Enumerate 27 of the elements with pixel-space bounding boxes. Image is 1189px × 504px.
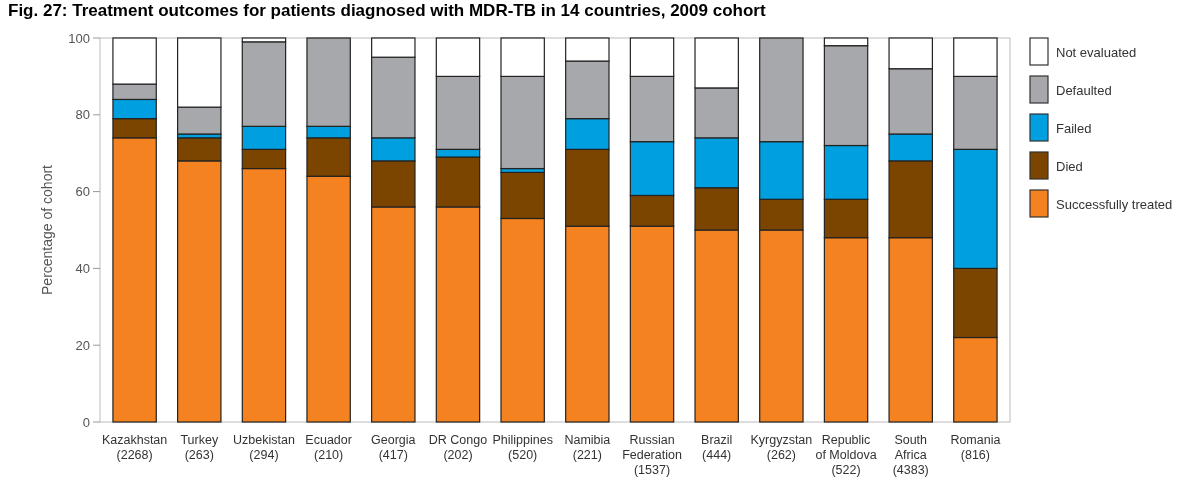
legend-label: Died [1056,158,1083,174]
y-tick-label: 60 [75,184,90,200]
x-tick-label: Georgia (417) [371,433,416,462]
legend-label: Defaulted [1056,82,1112,98]
legend-label: Failed [1056,120,1092,136]
y-tick-label: 80 [75,107,90,123]
y-tick-label: 40 [75,260,90,276]
x-tick-label: Brazil (444) [701,433,733,462]
x-tick-label: Kazakhstan (2268) [101,433,168,462]
y-axis-title: Percentage of cohort [39,164,55,295]
x-tick-label: South Africa (4383) [892,433,929,477]
text: Successfully treated [1056,196,1173,212]
x-tick-label: Turkey (263) [180,433,219,462]
y-tick-label: 20 [75,337,90,353]
x-tick-label: Ecuador (210) [305,433,352,462]
y-tick-label: 100 [68,30,90,46]
x-tick-label: Kyrgyzstan (262) [750,433,813,462]
x-tick-label: Russian Federation (1537) [622,433,682,477]
y-tick-label: 0 [82,414,90,430]
x-tick-label: Namibia (221) [564,433,611,462]
x-tick-label: DR Congo (202) [428,433,488,462]
legend-label: Not evaluated [1056,44,1137,60]
chart-title: Fig. 27: Treatment outcomes for patients diagnosed with MDR-TB in 14 countries, 2009 cohort [8,1,766,20]
x-tick-label: Republic of Moldova (522) [815,433,877,477]
x-tick-label: Romania (816) [950,433,1001,462]
x-tick-label: Uzbekistan (294) [233,433,295,462]
x-tick-label: Philippines (520) [492,433,553,462]
